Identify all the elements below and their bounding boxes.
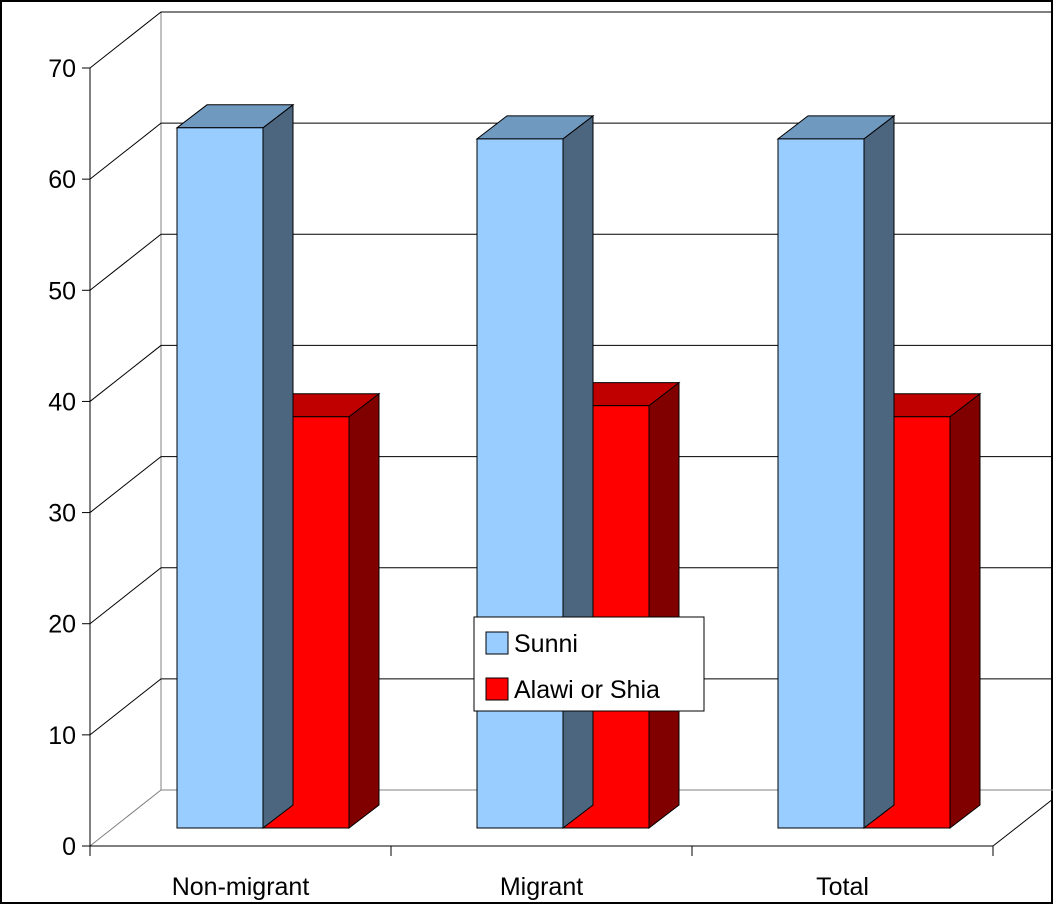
bar-side — [562, 114, 594, 830]
bar-front — [176, 127, 264, 829]
bar-side — [863, 114, 895, 830]
bar-side — [348, 392, 380, 830]
gridlines — [89, 11, 1053, 736]
gridline — [89, 11, 1053, 69]
x-tick-label: Migrant — [500, 873, 583, 901]
bar-side — [949, 392, 981, 830]
floor-right-edge — [992, 798, 1053, 847]
bar-side — [648, 381, 680, 830]
y-tick-label: 70 — [48, 55, 76, 83]
gridline — [89, 344, 1053, 402]
bar-sunni-total — [776, 114, 896, 830]
legend-swatch-alawi-or-shia — [485, 677, 509, 701]
legend-label-sunni: Sunni — [514, 630, 578, 658]
bar-front — [476, 138, 564, 829]
y-tick-label: 60 — [48, 166, 76, 194]
legend-box — [473, 616, 705, 712]
axes — [82, 67, 994, 856]
bar-front — [777, 138, 865, 829]
legend-label-alawi-or-shia: Alawi or Shia — [514, 676, 660, 704]
x-tick-label: Non-migrant — [172, 873, 310, 901]
bar-side — [262, 103, 294, 830]
x-tick-label: Total — [816, 873, 869, 901]
gridline — [89, 233, 1053, 291]
y-tick-label: 30 — [48, 500, 76, 528]
bars — [175, 103, 982, 830]
y-tick-label: 40 — [48, 388, 76, 416]
bar-sunni-non-migrant — [175, 103, 295, 830]
y-tick-label: 0 — [62, 833, 76, 861]
legend-swatch-sunni — [485, 631, 509, 655]
gridline — [89, 567, 1053, 625]
x-tick-labels: Non-migrant Migrant Total — [172, 873, 869, 901]
gridline — [89, 456, 1053, 513]
y-tick-label: 50 — [48, 277, 76, 305]
gridline — [89, 122, 1053, 180]
legend: Sunni Alawi or Shia — [473, 616, 705, 712]
bar-sunni-migrant — [475, 114, 595, 830]
y-tick-label: 20 — [48, 611, 76, 639]
y-tick-labels: 0 10 20 30 40 50 60 70 — [48, 55, 76, 861]
gridline — [89, 678, 1053, 736]
floor-back-edge — [89, 789, 1053, 847]
y-tick-label: 10 — [48, 722, 76, 750]
